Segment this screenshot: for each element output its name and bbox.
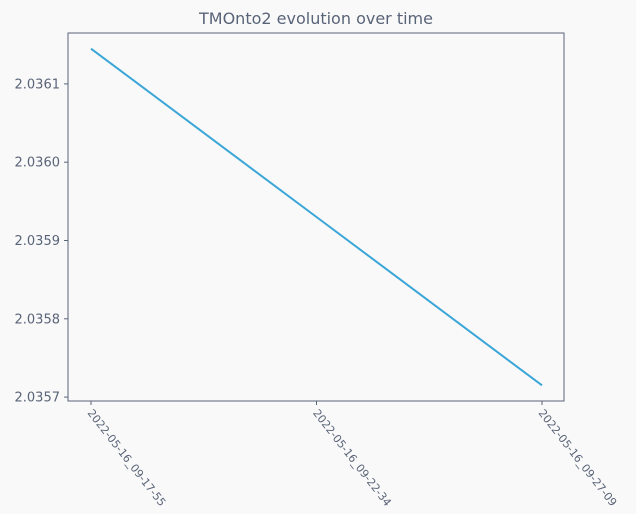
- series-line: [90, 47, 543, 387]
- y-tick-label: 2.0359: [15, 234, 61, 249]
- x-tick-label: 2022-05-16_09-22-34: [310, 407, 394, 509]
- y-tick-label: 2.0361: [15, 77, 61, 92]
- series-group: [90, 47, 543, 387]
- chart-title: TMOnto2 evolution over time: [198, 9, 433, 28]
- x-tick-label: 2022-05-16_09-27-09: [536, 407, 620, 509]
- y-tick-label: 2.0357: [15, 391, 61, 406]
- x-tick-label: 2022-05-16_09-17-55: [85, 407, 169, 509]
- y-tick-label: 2.0358: [15, 312, 61, 327]
- y-axis: 2.0357 2.0358 2.0359 2.0360 2.0361: [15, 77, 68, 406]
- x-axis: 2022-05-16_09-17-55 2022-05-16_09-22-34 20…: [85, 401, 620, 509]
- y-tick-label: 2.0360: [15, 156, 61, 171]
